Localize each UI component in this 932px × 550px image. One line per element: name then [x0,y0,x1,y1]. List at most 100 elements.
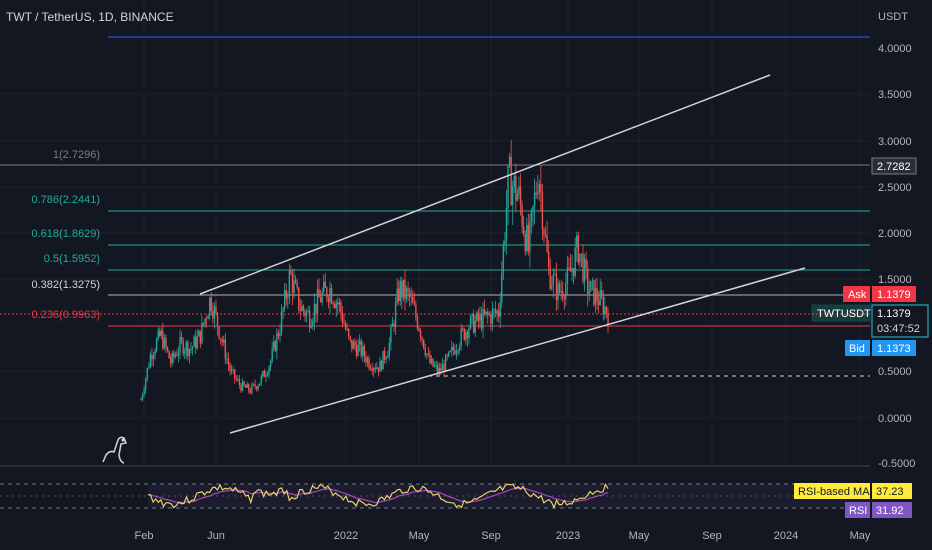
channel-upper-line[interactable] [199,74,771,295]
candle-body [518,186,520,195]
candle-body [538,184,540,194]
candle-body [576,235,578,248]
time-tick: 2023 [556,530,580,542]
candle-body [290,270,292,275]
candle-body [246,384,248,388]
fib-label-05: 0.5(1.5952) [44,253,100,265]
candle-body [343,322,345,324]
candle-body [435,365,437,366]
candle-body [554,274,556,276]
candle-body [358,340,361,345]
dinosaur-icon [102,436,128,464]
candle-body [443,364,445,371]
candle-body [562,291,564,298]
candle-body [265,375,267,377]
candle-body [413,302,416,305]
candlestick-series [140,139,609,402]
candle-body [352,341,355,349]
candle-body [449,350,451,352]
time-tick: Sep [702,530,722,542]
candle-body [376,367,378,369]
svg-text:37.23: 37.23 [876,486,904,498]
candle-body [348,329,350,337]
time-tick: 2022 [334,530,358,542]
candle-body [143,389,145,395]
candle-body [404,279,406,299]
candle-body [532,206,534,211]
candle-body [601,289,603,298]
time-axis[interactable]: Feb Jun 2022 May Sep 2023 May Sep 2024 M… [0,522,932,550]
candle-body [171,352,173,364]
time-tick: May [629,530,650,542]
candle-body [419,330,422,338]
candle-body [399,281,401,302]
candle-body [312,320,314,326]
candle-body [144,378,147,390]
svg-text:RSI-based MA: RSI-based MA [798,486,870,498]
candle-body [324,281,327,288]
candle-body [390,326,392,343]
candle-body [480,314,483,329]
candle-body [460,328,462,346]
candle-body [332,303,334,305]
candle-body [444,355,447,371]
candle-body [485,311,487,315]
svg-text:1.1373: 1.1373 [877,343,911,355]
candle-body [502,244,505,273]
candle-body [388,342,391,355]
candle-body [360,340,362,356]
candle-body [418,328,420,331]
candle-body [319,297,322,303]
candle-body [415,304,417,317]
candle-body [455,350,458,355]
candle-body [268,366,270,375]
candle-body [590,281,592,292]
candle-body [282,307,284,312]
candle-body [516,194,519,201]
candle-body [362,346,364,356]
candle-body [262,371,264,377]
candle-body [241,381,244,391]
candle-body [169,358,172,364]
candle-body [351,339,353,349]
candle-body [482,309,484,329]
candle-body [155,339,158,352]
candle-body [221,339,223,343]
candle-body [327,298,330,303]
candle-body [451,346,453,351]
candle-body [535,192,537,195]
candle-body [490,314,492,324]
candle-body [280,311,283,334]
price-tick: -0.5000 [878,458,915,470]
candle-body [176,354,178,356]
candle-body [408,291,411,298]
candle-body [426,353,428,356]
candle-body [579,253,581,263]
candle-body [202,323,205,325]
price-tick: 0.0000 [878,413,912,425]
time-tick: Sep [481,530,501,542]
candle-body [160,330,163,336]
candle-body [510,156,512,206]
candle-body [140,399,142,401]
symbol-title[interactable]: TWT / TetherUS, 1D, BINANCE [6,10,174,24]
candle-body [438,368,441,373]
fib-retracement[interactable] [0,164,870,327]
price-tick: 3.0000 [878,136,912,148]
candle-body [235,378,237,380]
svg-text:Ask: Ask [848,289,867,301]
svg-text:2.7282: 2.7282 [877,161,911,173]
price-axis[interactable]: USDT 4.0000 3.5000 3.0000 2.5000 2.0000 … [870,0,932,522]
candle-body [544,234,547,236]
candle-body [243,381,245,386]
channel-lower-line[interactable] [229,267,806,434]
price-tick: 4.0000 [878,43,912,55]
candle-body [146,368,148,379]
candle-body [396,288,398,304]
candle-body [437,365,439,373]
candle-body [385,357,387,360]
candle-body [574,247,576,276]
candle-body [298,287,300,310]
candle-body [412,296,414,303]
